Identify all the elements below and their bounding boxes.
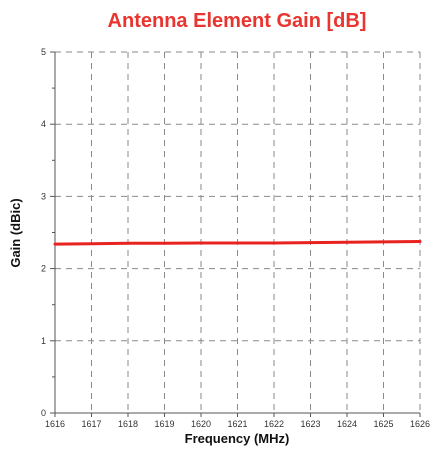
y-tick-label: 4: [41, 119, 46, 129]
y-tick-label: 2: [41, 264, 46, 274]
y-tick-label: 3: [41, 191, 46, 201]
x-tick-label: 1624: [337, 419, 357, 429]
x-tick-label: 1626: [410, 419, 430, 429]
x-tick-label: 1617: [81, 419, 101, 429]
x-tick-label: 1619: [154, 419, 174, 429]
y-tick-labels: 0 1 2 3 4 5: [41, 47, 46, 418]
x-axis-label: Frequency (MHz): [185, 431, 290, 446]
x-tick-label: 1622: [264, 419, 284, 429]
x-tick-labels: 1616 1617 1618 1619 1620 1621 1622 1623 1624 1625…: [45, 419, 430, 429]
x-tick-label: 1625: [373, 419, 393, 429]
y-axis-label: Gain (dBic): [8, 198, 23, 267]
y-tick-label: 5: [41, 47, 46, 57]
chart-title: Antenna Element Gain [dB]: [108, 10, 367, 32]
y-tick-label: 1: [41, 336, 46, 346]
y-tick-label: 0: [41, 408, 46, 418]
series-group: [53, 240, 422, 246]
x-tick-label: 1623: [300, 419, 320, 429]
x-tick-label: 1620: [191, 419, 211, 429]
gain-series-line: [53, 240, 422, 246]
grid: [55, 51, 421, 413]
x-tick-label: 1616: [45, 419, 65, 429]
x-tick-label: 1621: [227, 419, 247, 429]
x-tick-label: 1618: [118, 419, 138, 429]
axes: [50, 51, 421, 417]
